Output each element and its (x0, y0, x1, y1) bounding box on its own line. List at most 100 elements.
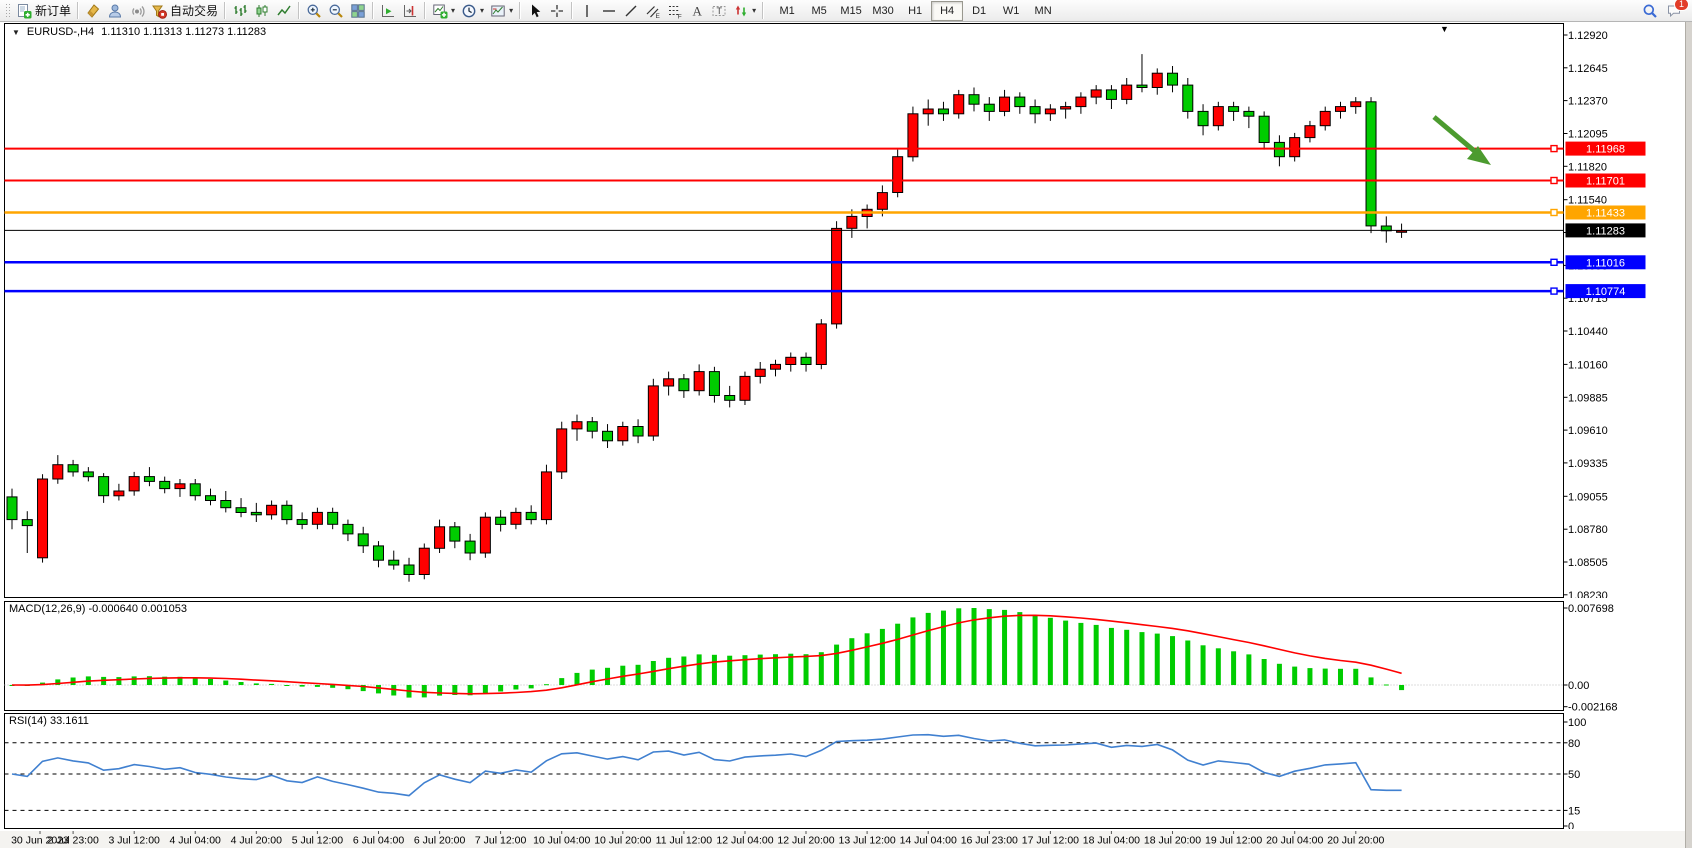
candle[interactable] (1014, 92, 1026, 114)
candle[interactable] (907, 106, 919, 162)
candle[interactable] (770, 359, 781, 377)
candle[interactable] (785, 352, 797, 372)
candle[interactable] (159, 476, 171, 494)
candle[interactable] (266, 500, 278, 520)
line-handle[interactable] (1550, 258, 1558, 267)
timeframe-m1-button[interactable]: M1 (779, 4, 795, 17)
candle[interactable] (831, 221, 843, 329)
candle[interactable] (143, 467, 155, 487)
timeframe-w1-button[interactable]: W1 (1002, 4, 1020, 17)
candle[interactable] (922, 99, 934, 126)
candle[interactable] (189, 479, 201, 501)
zoom-out-button[interactable] (325, 1, 347, 21)
line-handle[interactable] (1550, 287, 1558, 295)
timeframe-m5-button[interactable]: M5 (811, 4, 827, 17)
candle[interactable] (1060, 101, 1072, 119)
candle[interactable] (1304, 120, 1316, 143)
line-handle[interactable] (1550, 176, 1558, 185)
candle[interactable] (235, 498, 247, 518)
candle[interactable] (1228, 101, 1240, 121)
candle[interactable] (968, 87, 980, 112)
candle[interactable] (1044, 104, 1056, 121)
trend-line-button[interactable] (620, 1, 642, 21)
candle[interactable] (1136, 54, 1148, 93)
candle[interactable] (892, 149, 904, 198)
periods-button[interactable]: ▾ (458, 1, 487, 21)
chart-bars-button[interactable] (229, 1, 251, 21)
timeframe-d1-button[interactable]: D1 (972, 4, 987, 17)
chart-shift-button[interactable] (399, 1, 421, 21)
candle[interactable] (1105, 85, 1117, 109)
candle[interactable] (1182, 78, 1194, 119)
candle[interactable] (67, 459, 79, 477)
candle[interactable] (540, 464, 552, 525)
rsi-pane[interactable]: 100 80 50 15 0 RSI(14) 33.1611 (0, 713, 1692, 829)
candle[interactable] (663, 371, 675, 396)
price-pane[interactable]: 1.12920 1.12645 1.12370 1.12095 1.11820 1.115… (0, 23, 1692, 598)
candle[interactable] (1090, 85, 1102, 105)
arrows-dropdown-caret[interactable]: ▾ (752, 6, 757, 15)
candle[interactable] (647, 378, 659, 441)
candle[interactable] (6, 488, 18, 530)
time-axis[interactable]: 30 Jun 2023 2 Jul 23:00 3 Jul 12:00 4 Jul 0… (0, 831, 1692, 848)
candle[interactable] (1365, 97, 1377, 234)
candle[interactable] (52, 455, 64, 484)
line-handle[interactable] (1550, 144, 1558, 153)
candle[interactable] (1029, 99, 1041, 124)
candle[interactable] (937, 101, 949, 121)
fibonacci-button[interactable]: F (664, 1, 686, 21)
candle[interactable] (999, 89, 1011, 117)
candle[interactable] (372, 541, 384, 568)
text-label-button[interactable]: T (708, 1, 730, 21)
candle[interactable] (1197, 104, 1209, 136)
candle[interactable] (495, 510, 507, 532)
horizontal-line-button[interactable] (598, 1, 620, 21)
templates-button[interactable]: ▾ (487, 1, 516, 21)
candle[interactable] (434, 519, 446, 553)
autotrading-button[interactable]: 自动交易 (148, 1, 221, 21)
candle[interactable] (128, 471, 140, 496)
annotation-arrow[interactable] (1432, 115, 1491, 165)
candle[interactable] (815, 319, 827, 370)
periods-dropdown-caret[interactable]: ▾ (480, 6, 485, 15)
notifications-icon[interactable]: 1 (1666, 0, 1689, 19)
candle[interactable] (953, 89, 965, 119)
candle[interactable] (1212, 101, 1224, 131)
candle[interactable] (708, 366, 720, 403)
candle[interactable] (739, 371, 751, 405)
candle[interactable] (571, 414, 583, 441)
candle[interactable] (281, 500, 293, 525)
candle[interactable] (556, 421, 568, 479)
candle[interactable] (357, 526, 369, 553)
candle[interactable] (98, 473, 110, 503)
candle[interactable] (800, 352, 812, 372)
candle[interactable] (1334, 101, 1346, 119)
candle[interactable] (82, 467, 94, 482)
candle[interactable] (1258, 111, 1270, 150)
candle[interactable] (1289, 132, 1301, 162)
candle[interactable] (327, 507, 339, 530)
candle[interactable] (632, 419, 644, 444)
timeframe-m30-button[interactable]: M30 (872, 4, 894, 17)
candle[interactable] (464, 533, 476, 561)
candle[interactable] (678, 374, 690, 398)
candle[interactable] (220, 491, 232, 513)
candle[interactable] (617, 421, 629, 446)
search-icon[interactable] (1642, 3, 1658, 19)
candle[interactable] (586, 417, 598, 439)
candle[interactable] (403, 557, 415, 582)
candle[interactable] (724, 385, 736, 408)
candle[interactable] (846, 209, 858, 238)
candle[interactable] (1151, 68, 1163, 95)
line-handle[interactable] (1550, 208, 1558, 217)
chart-shift-marker[interactable]: ▼ (1440, 24, 1449, 34)
candle[interactable] (479, 512, 491, 558)
text-button[interactable]: A (686, 1, 708, 21)
candle[interactable] (449, 522, 461, 549)
chart-candles-button[interactable] (251, 1, 273, 21)
timeframe-h1-button[interactable]: H1 (908, 4, 923, 17)
candle[interactable] (205, 488, 217, 506)
history-center-button[interactable] (82, 1, 104, 21)
auto-scroll-button[interactable] (377, 1, 399, 21)
candle[interactable] (388, 550, 400, 570)
